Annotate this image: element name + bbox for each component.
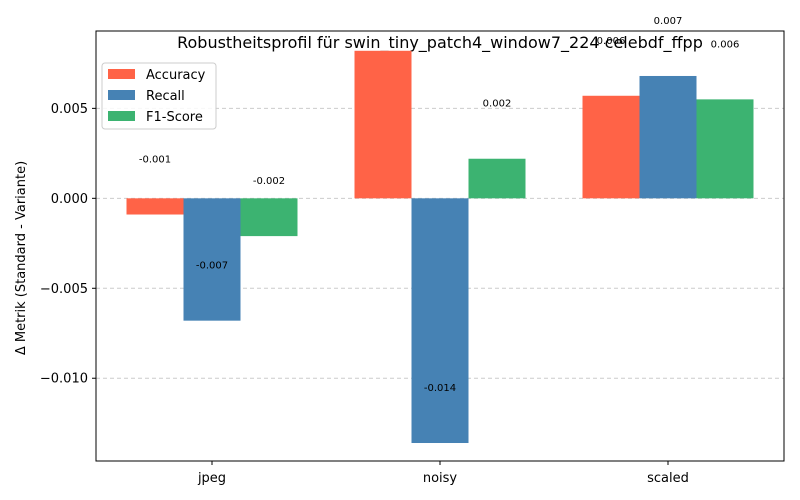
bar-f1-score-jpeg (240, 198, 298, 237)
bar-f1-score-scaled (696, 99, 754, 199)
bar-recall-noisy (411, 198, 469, 444)
data-label-recall-scaled: 0.007 (654, 16, 683, 27)
y-tick-label: −0.010 (40, 372, 88, 387)
data-label-accuracy-noisy: 0.008 (369, 0, 398, 2)
bars-layer (126, 50, 754, 444)
legend-label-recall: Recall (146, 89, 185, 104)
legend-swatch-f1-score (108, 111, 135, 121)
bar-accuracy-noisy (354, 50, 412, 199)
legend: Accuracy Recall F1-Score (101, 62, 217, 130)
y-tick-label: 0.000 (51, 192, 88, 207)
bar-recall-scaled (639, 75, 697, 199)
x-tick-label-scaled: scaled (647, 471, 689, 486)
legend-swatch-accuracy (108, 69, 135, 79)
bar-f1-score-noisy (468, 158, 526, 199)
legend-swatch-recall (108, 90, 135, 100)
data-label-f1-score-jpeg: -0.002 (253, 176, 285, 187)
legend-label-accuracy: Accuracy (146, 68, 206, 83)
y-ticks-layer: −0.010 −0.005 0.000 0.005 (40, 102, 96, 387)
chart-title: Robustheitsprofil für swin_tiny_patch4_w… (177, 33, 703, 53)
bar-recall-jpeg (183, 198, 241, 321)
data-label-f1-score-noisy: 0.002 (483, 99, 512, 110)
y-tick-label: −0.005 (40, 282, 88, 297)
y-tick-label: 0.005 (51, 102, 88, 117)
y-axis-label: Δ Metrik (Standard - Variante) (14, 161, 29, 355)
x-tick-label-noisy: noisy (423, 471, 458, 486)
data-label-recall-noisy: -0.014 (424, 383, 456, 394)
data-label-accuracy-scaled: 0.006 (597, 36, 626, 47)
bar-accuracy-jpeg (126, 198, 184, 215)
x-tick-label-jpeg: jpeg (197, 471, 226, 486)
data-label-accuracy-jpeg: -0.001 (139, 155, 171, 166)
data-labels-layer: -0.001 -0.007 -0.002 0.008 -0.014 0.002 0.006 0… (139, 0, 739, 394)
data-label-f1-score-scaled: 0.006 (711, 39, 740, 50)
x-ticks-layer: jpeg noisy scaled (197, 461, 689, 486)
data-label-recall-jpeg: -0.007 (196, 261, 228, 272)
bar-accuracy-scaled (582, 95, 640, 199)
legend-label-f1-score: F1-Score (146, 110, 203, 125)
